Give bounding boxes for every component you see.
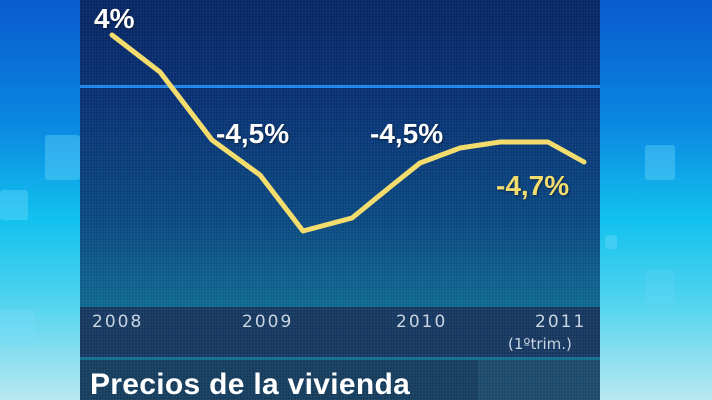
chart-title: Precios de la vivienda bbox=[90, 368, 411, 400]
x-tick-2010: 2010 bbox=[396, 312, 448, 332]
title-band-inner bbox=[80, 360, 478, 400]
price-line-chart bbox=[109, 32, 587, 234]
label-2009-value: -4,5% bbox=[216, 118, 290, 149]
x-axis: 2008 2009 2010 2011 (1ºtrim.) bbox=[80, 307, 600, 357]
background-cube bbox=[645, 145, 675, 180]
x-tick-2011-sublabel: (1ºtrim.) bbox=[508, 335, 572, 353]
background-cube bbox=[645, 270, 675, 305]
background-cube bbox=[0, 310, 35, 345]
label-end-value: -4,7% bbox=[496, 170, 570, 201]
background-cube bbox=[605, 235, 617, 249]
x-tick-2008: 2008 bbox=[92, 312, 144, 332]
price-series-line bbox=[109, 32, 587, 234]
x-tick-2009: 2009 bbox=[242, 312, 294, 332]
label-start-value: 4% bbox=[94, 3, 135, 34]
x-tick-2011: 2011 bbox=[535, 312, 587, 332]
chart-panel: 4% -4,5% -4,5% -4,7% 2008 2009 2010 2011… bbox=[80, 0, 600, 400]
label-2010-value: -4,5% bbox=[370, 118, 444, 149]
title-band: Precios de la vivienda bbox=[80, 360, 600, 400]
background-cube bbox=[45, 135, 80, 180]
reference-line bbox=[80, 85, 600, 88]
background-cube bbox=[0, 190, 28, 220]
